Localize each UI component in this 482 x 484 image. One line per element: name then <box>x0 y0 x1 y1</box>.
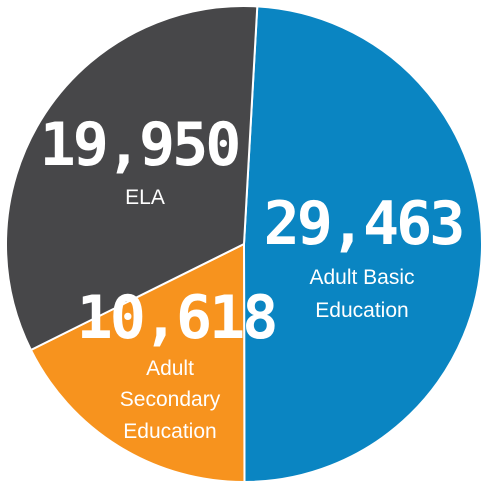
adult-basic-category-label-line-1: Adult Basic <box>309 266 414 289</box>
pie-slice-ela <box>5 5 259 352</box>
adult-secondary-category-label-line-2: Secondary <box>120 388 221 411</box>
ela-category-label: ELA <box>125 186 165 209</box>
adult-secondary-category-label-line-3: Education <box>123 420 216 443</box>
adult-secondary-category-label-line-1: Adult <box>146 357 194 380</box>
ela-value-label: 19,950 <box>40 110 239 180</box>
pie-slices <box>5 5 482 484</box>
pie-slice-adult-secondary-education <box>29 242 246 484</box>
adult-secondary-value-label: 10,618 <box>77 283 276 353</box>
adult-basic-category-label-line-2: Education <box>315 299 408 322</box>
adult-basic-value-label: 29,463 <box>264 189 463 259</box>
